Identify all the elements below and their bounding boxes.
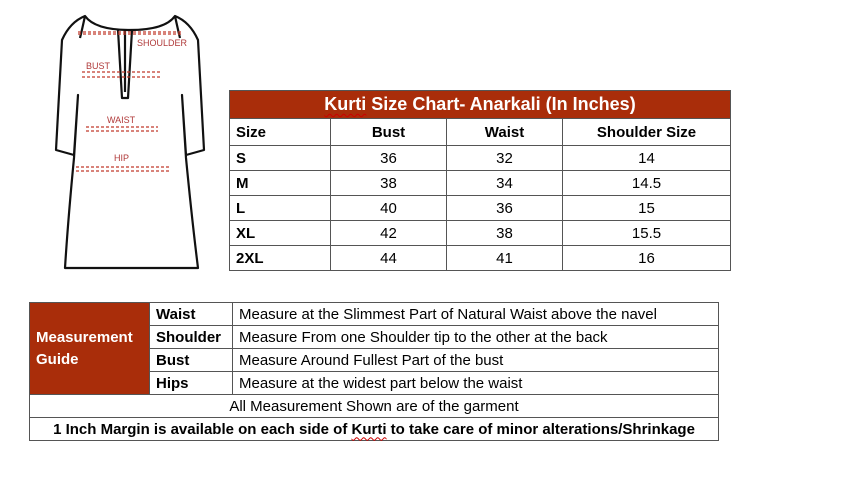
value-cell: 38	[446, 220, 563, 246]
margin-note-post: to take care of minor alterations/Shrink…	[386, 420, 695, 438]
value-cell: 32	[446, 145, 563, 171]
col-size: Size	[229, 118, 331, 146]
size-chart-table: Kurti Size Chart- Anarkali (In Inches) S…	[229, 90, 731, 271]
measurement-guide-table: Measurement Guide Waist Measure at the Sli…	[29, 302, 719, 441]
col-bust: Bust	[330, 118, 447, 146]
size-row: S 36 32 14	[229, 145, 731, 171]
guide-part: Bust	[149, 348, 233, 372]
value-cell: 34	[446, 170, 563, 196]
size-cell: M	[229, 170, 331, 196]
value-cell: 41	[446, 245, 563, 271]
bust-label: BUST	[86, 61, 111, 71]
guide-part: Hips	[149, 371, 233, 395]
guide-instruction: Measure From one Shoulder tip to the oth…	[232, 325, 719, 349]
guide-instruction: Measure at the Slimmest Part of Natural …	[232, 302, 719, 326]
col-shoulder: Shoulder Size	[562, 118, 731, 146]
guide-row: Bust Measure Around Fullest Part of the b…	[30, 348, 719, 372]
size-chart-title: Kurti Size Chart- Anarkali (In Inches)	[229, 90, 731, 119]
kurti-sketch: SHOULDER BUST WAIST HIP	[54, 14, 206, 270]
value-cell: 15.5	[562, 220, 731, 246]
hip-label: HIP	[114, 153, 129, 163]
col-waist: Waist	[446, 118, 563, 146]
guide-instruction: Measure Around Fullest Part of the bust	[232, 348, 719, 372]
value-cell: 36	[330, 145, 447, 171]
value-cell: 44	[330, 245, 447, 271]
size-row: XL 42 38 15.5	[229, 220, 731, 246]
margin-note-kurti: Kurti	[351, 420, 387, 438]
value-cell: 38	[330, 170, 447, 196]
measurement-guide-label: Measurement Guide	[29, 302, 150, 395]
header-row: Size Bust Waist Shoulder Size	[229, 118, 731, 146]
kurti-word: Kurti	[324, 94, 367, 114]
margin-note: 1 Inch Margin is available on each side …	[29, 417, 719, 441]
margin-note-pre: 1 Inch Margin is available on each side …	[53, 420, 352, 438]
size-cell: 2XL	[229, 245, 331, 271]
value-cell: 42	[330, 220, 447, 246]
guide-row: Hips Measure at the widest part below the…	[30, 371, 719, 395]
size-row: L 40 36 15	[229, 195, 731, 221]
value-cell: 36	[446, 195, 563, 221]
size-row: 2XL 44 41 16	[229, 245, 731, 271]
size-cell: XL	[229, 220, 331, 246]
size-cell: L	[229, 195, 331, 221]
guide-row: Measurement Guide Waist Measure at the Sli…	[29, 302, 719, 395]
title-rest: Size Chart- Anarkali (In Inches)	[366, 94, 636, 114]
guide-part: Shoulder	[149, 325, 233, 349]
value-cell: 16	[562, 245, 731, 271]
size-cell: S	[229, 145, 331, 171]
value-cell: 14	[562, 145, 731, 171]
garment-note: All Measurement Shown are of the garment	[29, 394, 719, 418]
shoulder-label: SHOULDER	[137, 38, 188, 48]
waist-label: WAIST	[107, 115, 136, 125]
guide-instruction: Measure at the widest part below the wai…	[232, 371, 719, 395]
value-cell: 14.5	[562, 170, 731, 196]
value-cell: 40	[330, 195, 447, 221]
size-row: M 38 34 14.5	[229, 170, 731, 196]
guide-part: Waist	[149, 302, 233, 326]
value-cell: 15	[562, 195, 731, 221]
